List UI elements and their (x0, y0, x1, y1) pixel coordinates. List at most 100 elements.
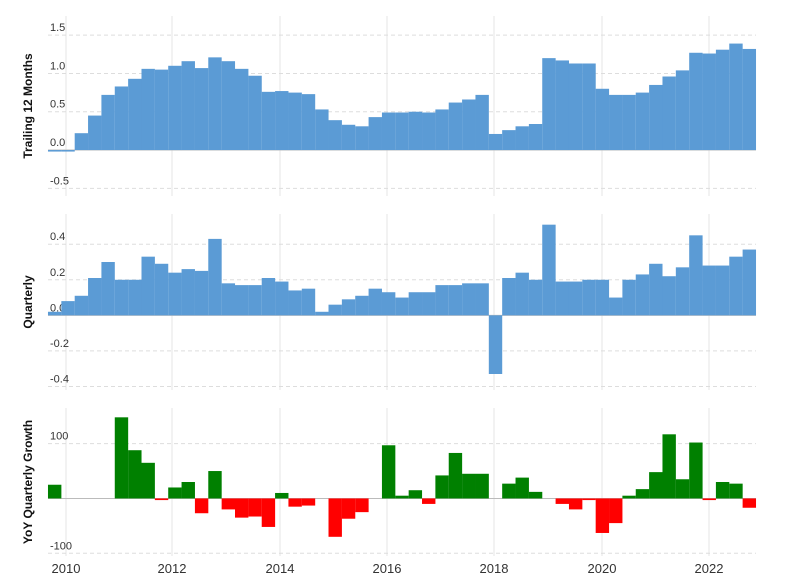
bar (715, 265, 730, 316)
bar (422, 498, 436, 504)
bar (702, 498, 716, 501)
bar (47, 484, 62, 499)
bar (154, 69, 169, 151)
bar (395, 112, 409, 151)
x-tick-label: 2018 (480, 561, 509, 576)
bar (689, 235, 703, 316)
bar (114, 417, 129, 499)
y-tick-label: 0.4 (50, 231, 65, 243)
bar (475, 473, 489, 499)
bar (355, 295, 369, 316)
bar (395, 495, 409, 499)
bar (101, 262, 115, 316)
bar (542, 58, 556, 151)
bar (301, 288, 316, 316)
bar (248, 498, 262, 517)
bar (235, 68, 249, 151)
bar (381, 445, 396, 499)
bar (141, 462, 155, 499)
bar (675, 267, 690, 316)
bar (408, 111, 423, 151)
bar (261, 91, 276, 151)
bar (194, 68, 209, 151)
bar (595, 279, 610, 316)
y-tick-label: 0.5 (50, 99, 65, 111)
bar (462, 283, 476, 316)
bar (502, 278, 516, 316)
bar (221, 283, 236, 316)
bar (662, 276, 676, 316)
bar (502, 483, 516, 499)
bar (208, 471, 222, 499)
bar (301, 498, 316, 506)
bar (47, 311, 62, 316)
bar (275, 91, 289, 151)
bar (128, 279, 142, 316)
bar (609, 498, 623, 524)
bar (341, 498, 356, 519)
bar (341, 124, 356, 151)
bar (74, 295, 89, 316)
bar (181, 61, 195, 151)
bar (248, 285, 262, 316)
bar (675, 70, 690, 151)
bar (61, 301, 75, 316)
bar (301, 94, 316, 151)
panel-3: -1000100YoY Quarterly Growth (21, 417, 757, 554)
bar (61, 150, 75, 152)
bar (649, 472, 663, 499)
bar (181, 269, 195, 316)
bar (742, 498, 757, 508)
bar (662, 76, 676, 151)
bar (609, 297, 623, 316)
bar (221, 61, 236, 151)
bar (248, 75, 262, 151)
bar (555, 60, 569, 151)
bar (488, 133, 503, 151)
bar (141, 68, 155, 151)
y-axis-label: Trailing 12 Months (21, 53, 35, 159)
bar (528, 279, 543, 316)
bar (622, 495, 636, 499)
bar (328, 498, 342, 537)
bar (568, 281, 583, 316)
bar (595, 88, 610, 151)
bar (595, 498, 610, 533)
bar (582, 279, 596, 316)
x-tick-label: 2022 (695, 561, 724, 576)
bar (488, 315, 503, 374)
bar (729, 43, 743, 151)
y-tick-label: 100 (50, 431, 68, 443)
bar (194, 498, 209, 514)
bar (88, 115, 102, 151)
bar (729, 256, 743, 316)
bar (88, 278, 102, 316)
bar (502, 130, 516, 151)
bar (609, 94, 623, 151)
bar (582, 498, 596, 501)
bar (435, 109, 449, 151)
x-tick-label: 2020 (588, 561, 617, 576)
y-tick-label: 0.2 (50, 267, 65, 279)
bar (422, 292, 436, 316)
bar (689, 52, 703, 151)
bar (715, 482, 730, 499)
bar (114, 86, 129, 151)
bar (154, 498, 169, 501)
bar (542, 224, 556, 316)
x-axis: 2010 2012 2014 2016 2018 2020 2022 (52, 561, 724, 576)
panel-1: -0.5 0.0 0.5 1.0 1.5 Trailing 12 Months (21, 22, 757, 189)
panels: -0.5 0.0 0.5 1.0 1.5 Trailing 12 Months -0.4 -0… (21, 16, 757, 556)
bar (729, 483, 743, 499)
bar (715, 49, 730, 151)
bar (208, 238, 222, 316)
bar (288, 92, 302, 151)
bar (114, 279, 129, 316)
bar (635, 92, 650, 151)
bar (435, 475, 449, 499)
bar (475, 283, 489, 316)
bar (275, 281, 289, 316)
bar (381, 292, 396, 316)
